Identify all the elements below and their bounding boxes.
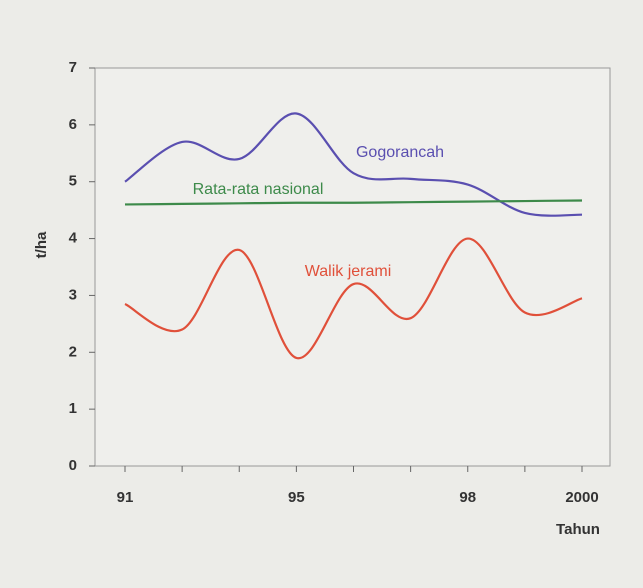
y-tick-label: 1	[69, 400, 77, 417]
x-tick-label: 95	[288, 489, 305, 506]
plot-area	[94, 67, 611, 467]
series-line	[124, 112, 583, 217]
y-tick-label: 6	[69, 116, 77, 133]
y-axis-label: t/ha	[33, 231, 50, 258]
y-tick-label: 5	[69, 173, 77, 190]
y-tick-label: 4	[69, 230, 78, 247]
x-tick-label: 2000	[565, 489, 598, 506]
y-tick-label: 0	[69, 457, 77, 474]
series-line	[124, 199, 583, 206]
series-line	[124, 237, 583, 360]
y-tick-label: 2	[69, 343, 77, 360]
series-label: Rata-rata nasional	[193, 181, 324, 198]
series-label: Walik jerami	[305, 263, 392, 280]
series-label: Gogorancah	[356, 144, 444, 161]
y-tick-label: 7	[69, 59, 77, 76]
x-tick-label: 98	[459, 489, 476, 506]
x-axis-label: Tahun	[556, 521, 600, 538]
x-tick-label: 91	[117, 489, 134, 506]
y-tick-label: 3	[69, 286, 77, 303]
